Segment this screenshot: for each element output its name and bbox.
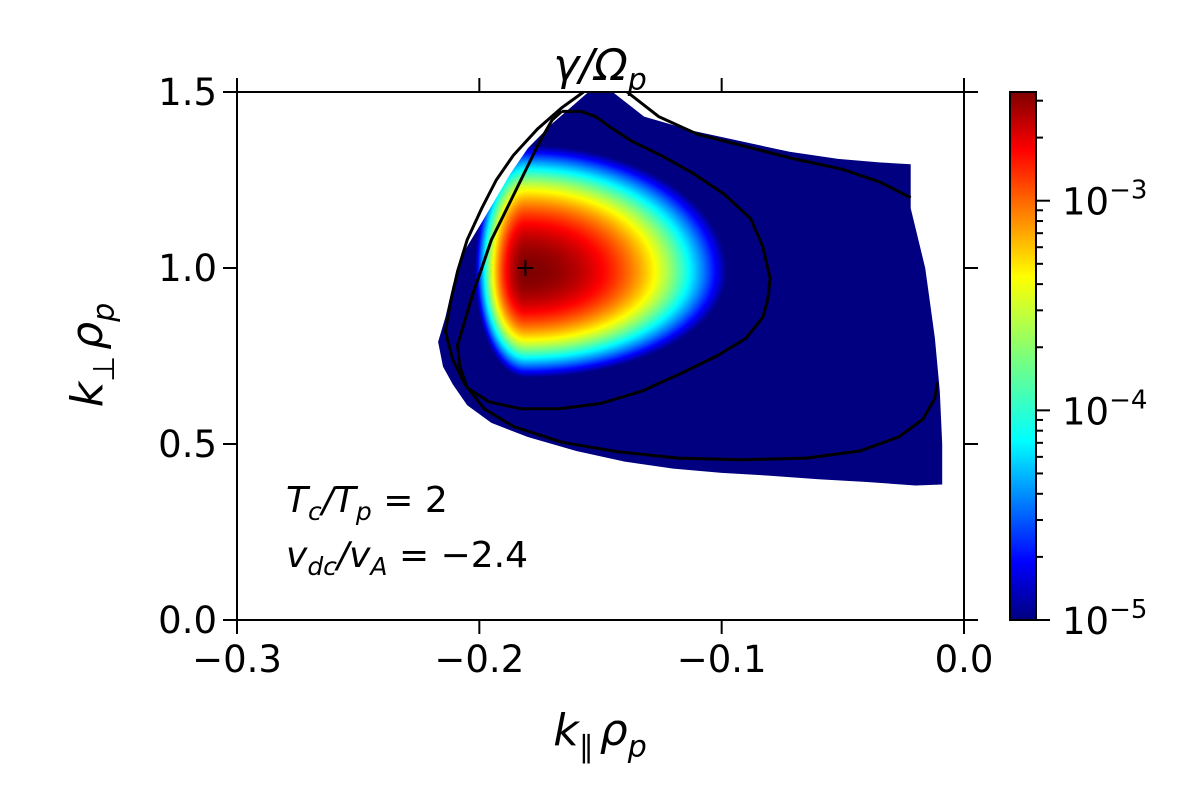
- y-axis-label: k⊥ρp: [62, 303, 122, 408]
- chart-title: γ/Ωp: [553, 40, 647, 98]
- colorbar: [1009, 91, 1037, 621]
- contour-outer-left: [443, 90, 939, 462]
- x-tick-label: −0.3: [192, 638, 282, 681]
- annotation-temperature-ratio: Tc/Tp = 2: [286, 480, 448, 526]
- colorbar-tick-label: 10−3: [1062, 176, 1147, 224]
- x-tick-label: 0.0: [935, 638, 994, 681]
- contour-outer-upper: [626, 90, 912, 199]
- contour-inner: [455, 109, 772, 411]
- y-axis-ticks: 0.0 0.5 1.0 1.5: [158, 71, 978, 642]
- annotation-drift-velocity: vdc/vA = −2.4: [286, 535, 528, 581]
- colorbar-tick-label: 10−5: [1062, 595, 1147, 643]
- colorbar-ticks: 10−5 10−4 10−3: [1036, 99, 1147, 643]
- colorbar-tick-label: 10−4: [1062, 385, 1147, 433]
- x-tick-label: −0.1: [677, 638, 767, 681]
- y-tick-label: 1.5: [158, 71, 217, 114]
- x-axis-ticks: −0.3 −0.2 −0.1 0.0: [192, 78, 993, 681]
- x-tick-label: −0.2: [434, 638, 524, 681]
- y-tick-label: 0.5: [158, 423, 217, 466]
- axes-frame: [236, 91, 965, 621]
- max-growth-marker: [517, 260, 534, 276]
- x-axis-label: k∥ ρp: [553, 705, 646, 765]
- y-tick-label: 0.0: [158, 599, 217, 642]
- y-tick-label: 1.0: [158, 247, 217, 290]
